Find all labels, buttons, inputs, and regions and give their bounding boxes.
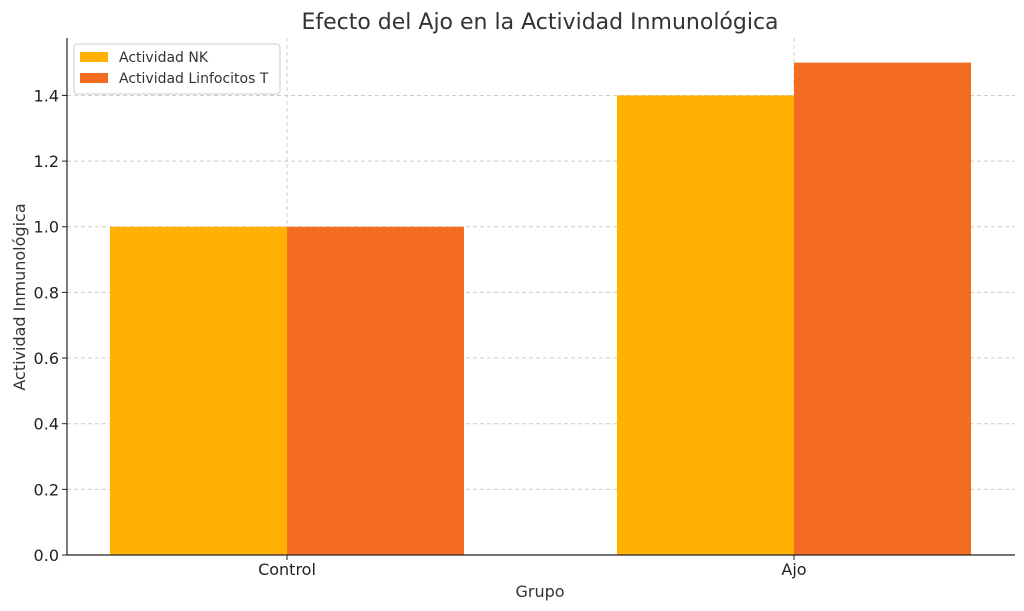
bar-linfocitos-t-ajo	[794, 62, 971, 555]
legend-swatch	[80, 73, 108, 83]
y-tick-label: 0.2	[34, 480, 59, 499]
x-axis-ticks: Control Ajo	[258, 555, 807, 579]
legend-label: Actividad Linfocitos T	[119, 71, 269, 87]
y-tick-label: 1.0	[34, 218, 59, 237]
bar-nk-ajo	[617, 95, 794, 555]
legend: Actividad NK Actividad Linfocitos T	[73, 43, 281, 95]
legend-label: Actividad NK	[119, 50, 209, 66]
y-tick-label: 0.4	[34, 415, 59, 434]
x-tick-label: Ajo	[781, 560, 806, 579]
y-tick-label: 0.8	[34, 283, 59, 302]
bar-nk-control	[110, 226, 287, 555]
y-tick-label: 1.2	[34, 152, 59, 171]
legend-swatch	[80, 52, 108, 62]
y-axis-label: Actividad Inmunológica	[10, 203, 29, 390]
bar-linfocitos-t-control	[287, 226, 464, 555]
y-tick-label: 0.6	[34, 349, 59, 368]
x-axis-label: Grupo	[515, 582, 564, 601]
x-tick-label: Control	[258, 560, 316, 579]
y-tick-label: 0.0	[34, 546, 59, 565]
legend-frame	[73, 43, 281, 95]
y-tick-label: 1.4	[34, 86, 59, 105]
chart-title: Efecto del Ajo en la Actividad Inmunológ…	[301, 10, 778, 35]
axes	[66, 38, 1015, 556]
y-axis-ticks: 0.0 0.2 0.4 0.6 0.8 1.0 1.2 1.4	[34, 86, 67, 565]
bars	[110, 62, 971, 555]
